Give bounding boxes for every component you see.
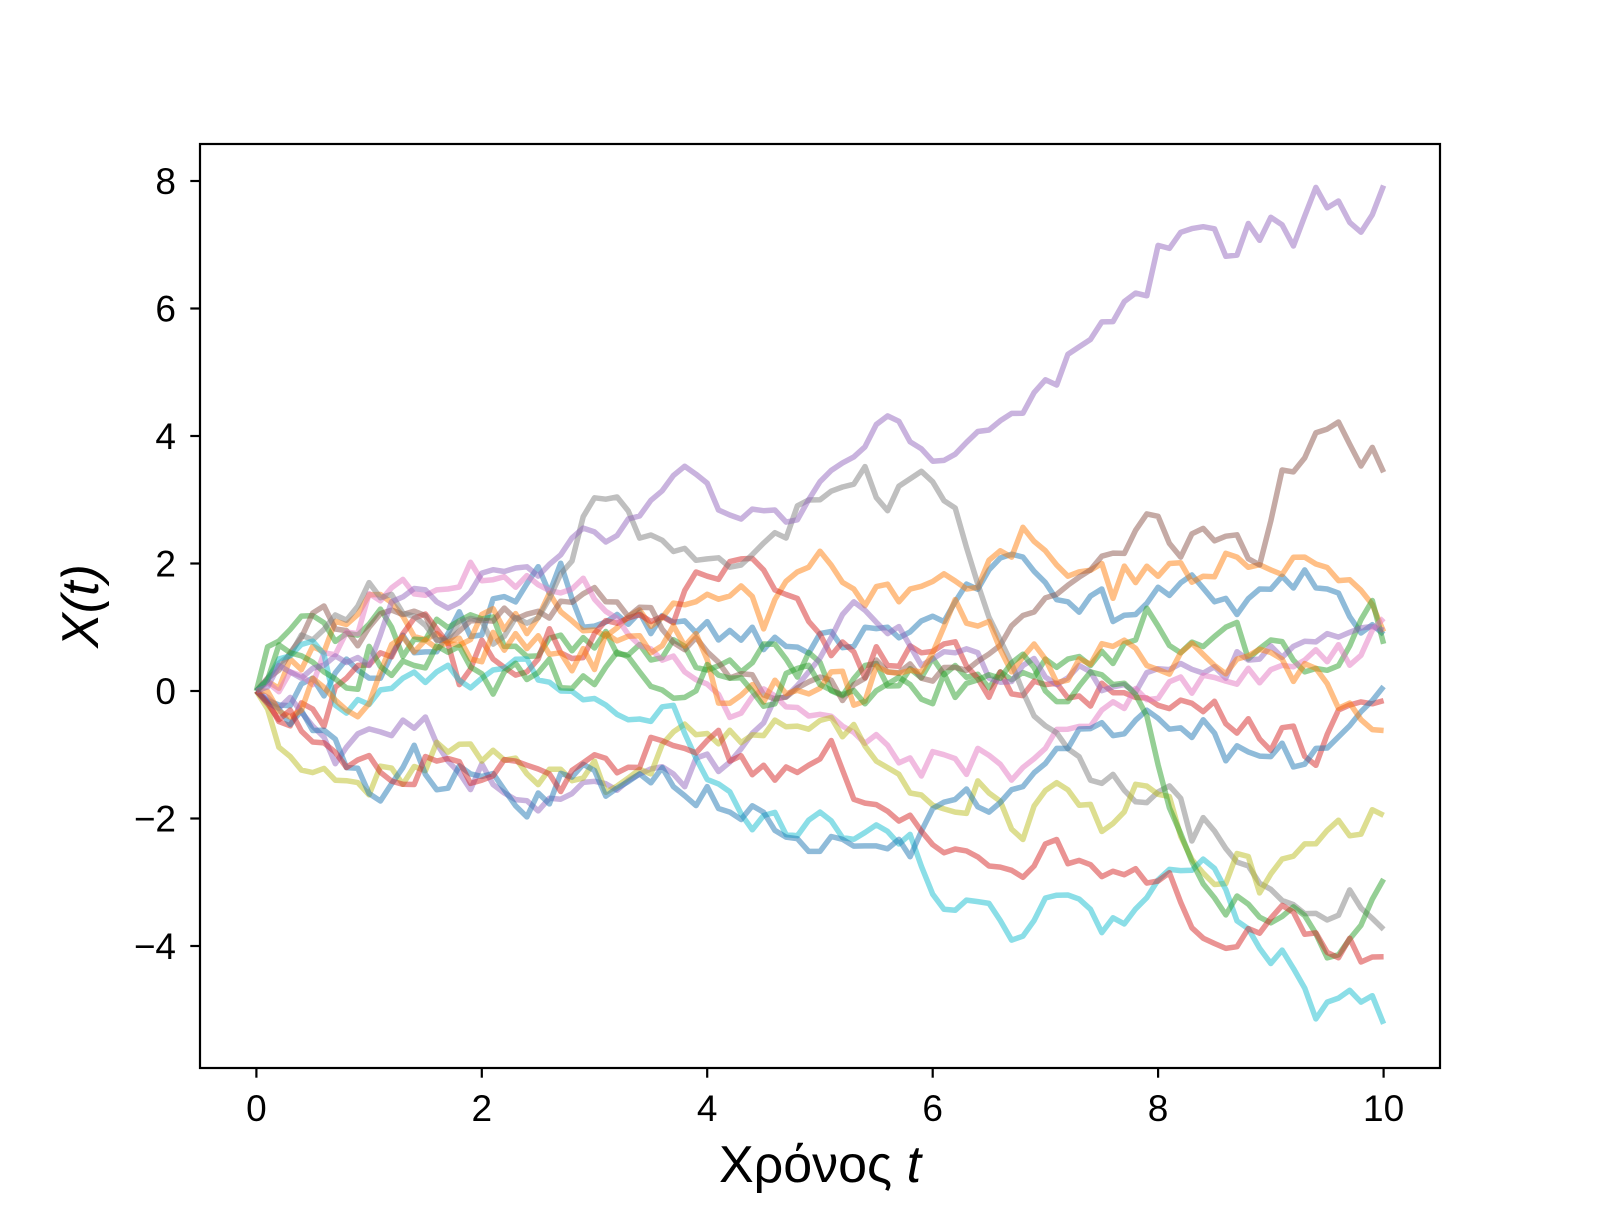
svg-text:0: 0 — [246, 1088, 267, 1129]
svg-text:X(t): X(t) — [52, 564, 110, 649]
svg-text:4: 4 — [155, 416, 176, 457]
svg-text:6: 6 — [922, 1088, 943, 1129]
svg-text:Χρόνος t: Χρόνος t — [719, 1136, 924, 1194]
svg-text:2: 2 — [472, 1088, 493, 1129]
svg-text:6: 6 — [155, 289, 176, 330]
svg-text:10: 10 — [1363, 1088, 1404, 1129]
svg-text:−4: −4 — [134, 926, 176, 967]
svg-text:8: 8 — [1148, 1088, 1169, 1129]
svg-text:−2: −2 — [134, 799, 176, 840]
svg-text:4: 4 — [697, 1088, 718, 1129]
svg-text:8: 8 — [155, 161, 176, 202]
svg-text:2: 2 — [155, 544, 176, 585]
svg-text:0: 0 — [155, 671, 176, 712]
